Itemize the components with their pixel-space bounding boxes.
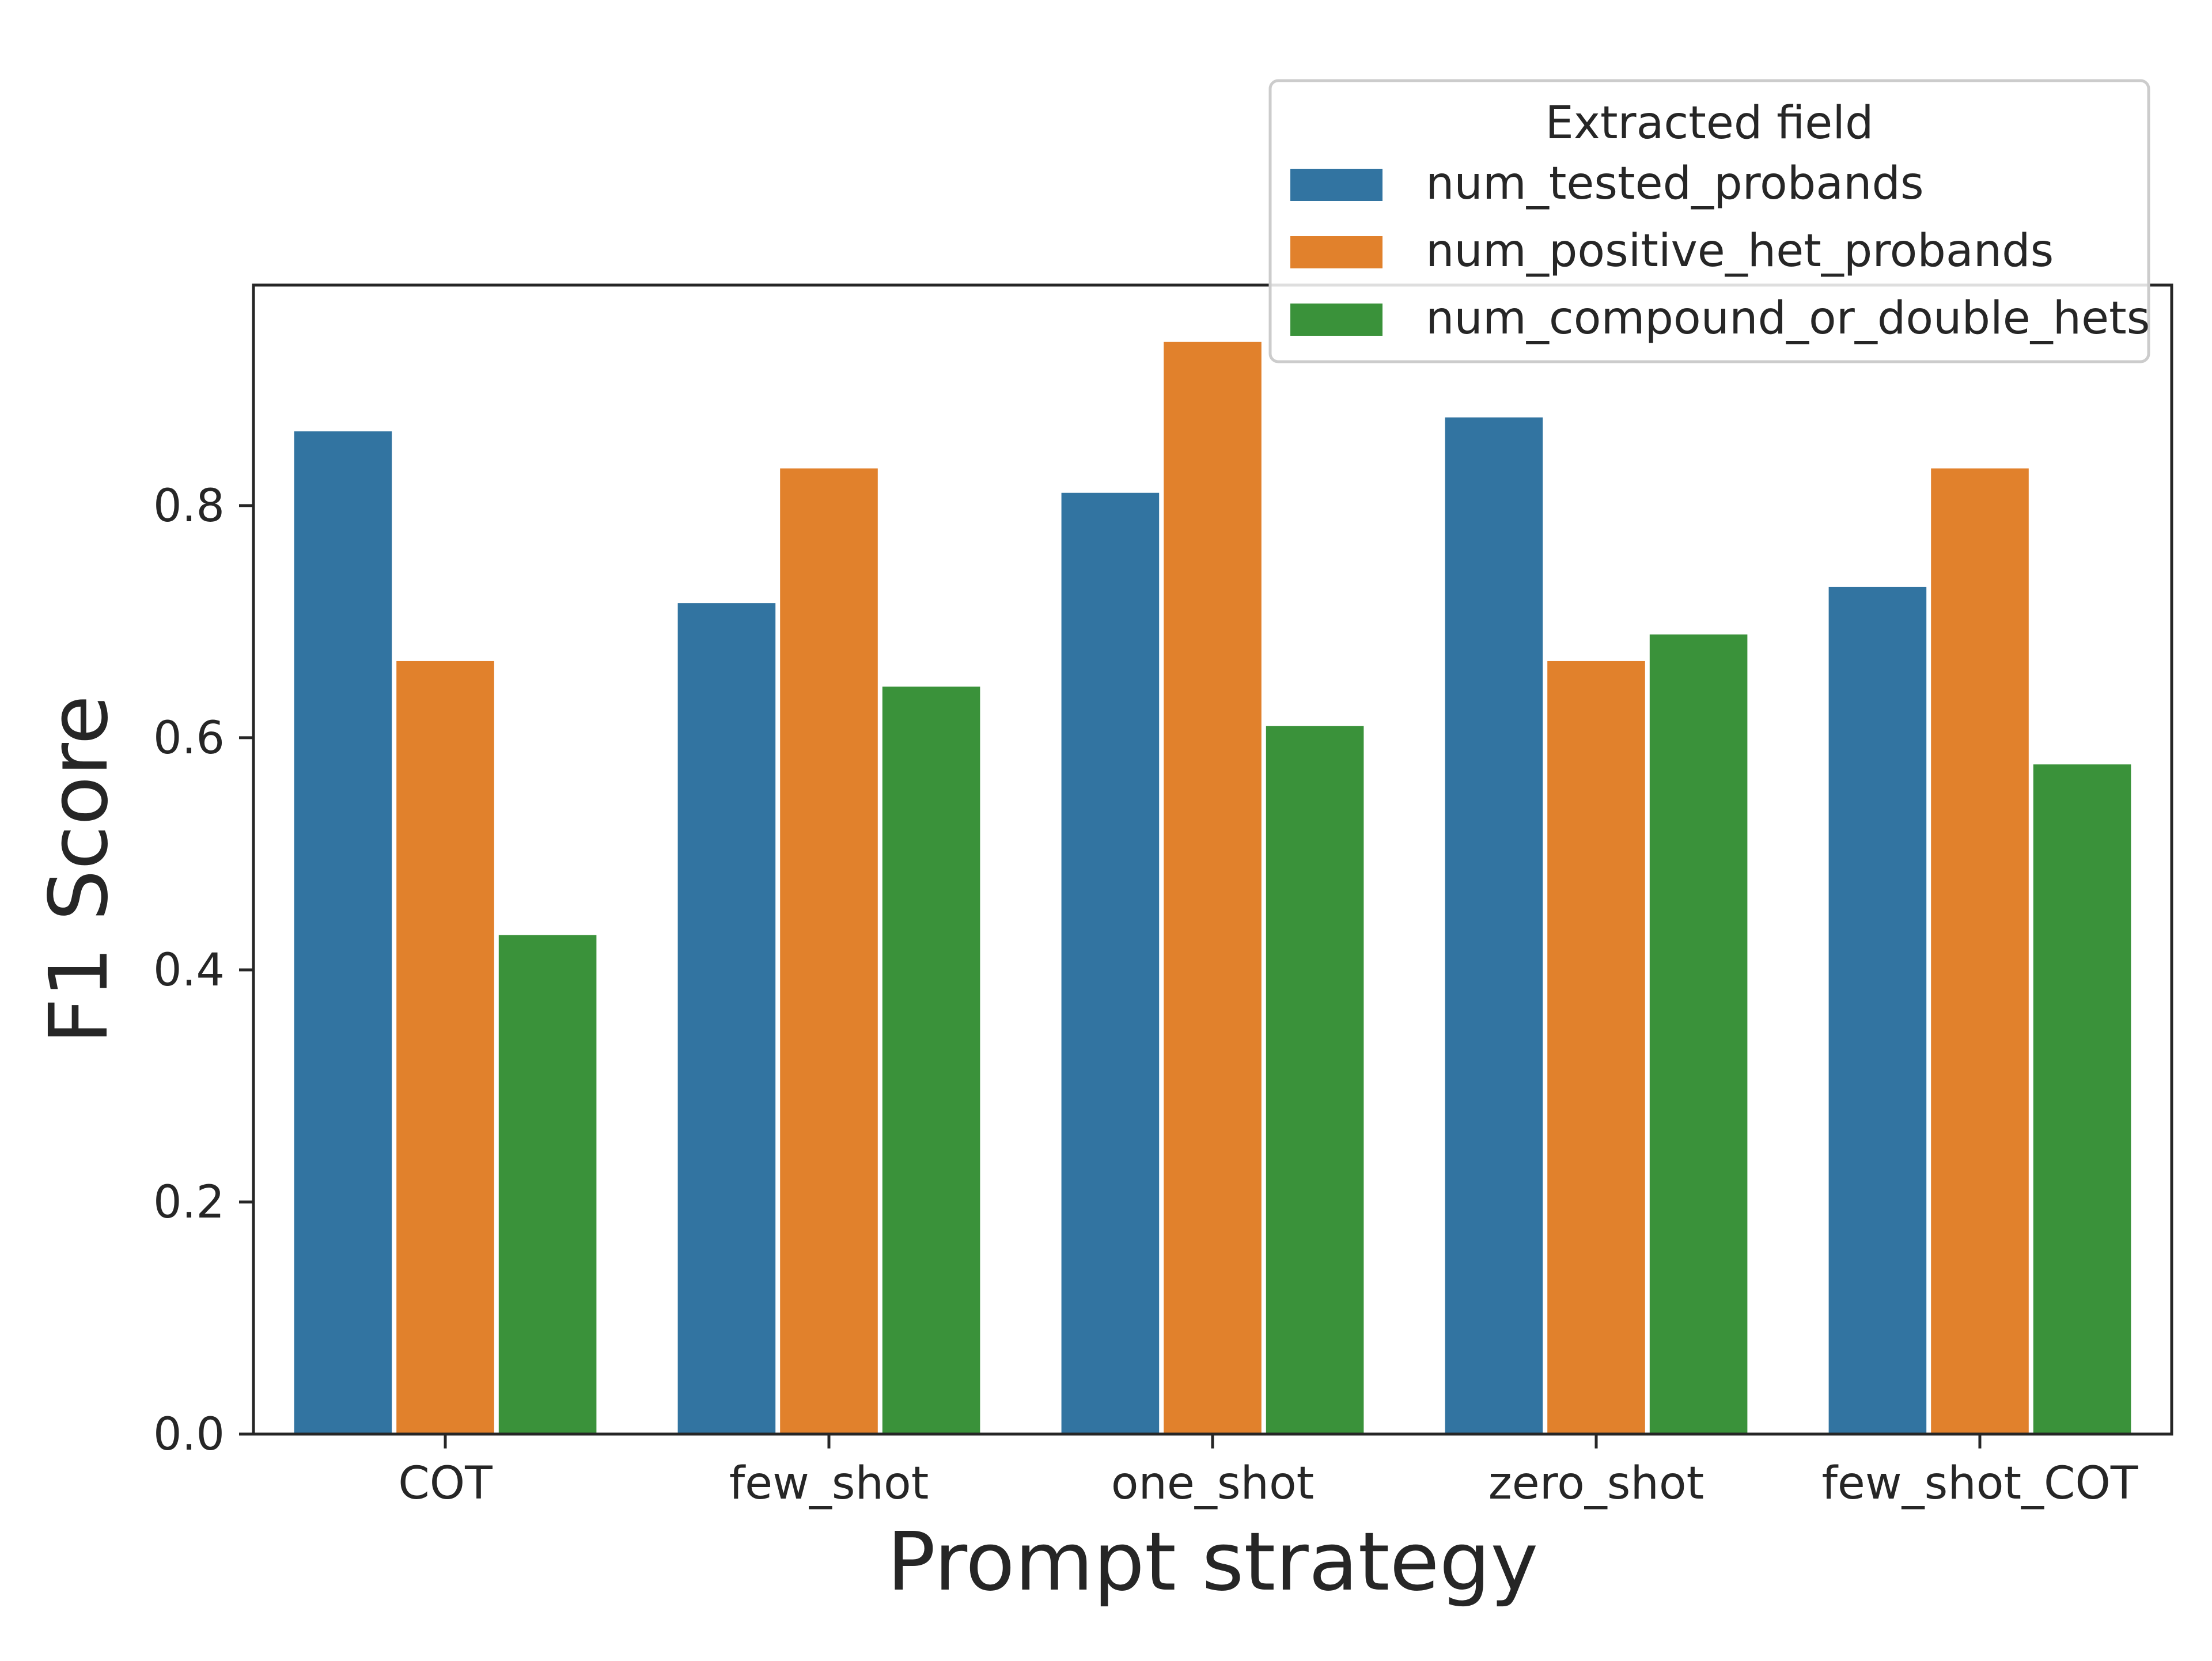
legend-box [1268, 79, 2150, 363]
bar-num_compound_or_double_hets-COT [498, 935, 597, 1434]
bar-num_compound_or_double_hets-few_shot_COT [2033, 764, 2131, 1434]
x-tick-label-COT: COT [398, 1458, 493, 1510]
legend-label-num_positive_het_probands: num_positive_het_probands [1426, 225, 2054, 277]
bar-num_positive_het_probands-few_shot [780, 468, 878, 1434]
bar-num_compound_or_double_hets-few_shot [882, 687, 980, 1434]
bar-num_compound_or_double_hets-zero_shot [1649, 634, 1748, 1434]
y-tick-label-0.6: 0.6 [153, 712, 225, 764]
y-axis-label: F1 Score [32, 695, 126, 1044]
bar-num_positive_het_probands-COT [396, 661, 494, 1434]
bar-num_compound_or_double_hets-one_shot [1266, 726, 1364, 1434]
bar-num_tested_probands-zero_shot [1445, 417, 1543, 1434]
bar-num_tested_probands-COT [294, 431, 392, 1434]
bar-num_positive_het_probands-few_shot_COT [1931, 468, 2029, 1434]
y-tick-label-0.0: 0.0 [153, 1409, 225, 1461]
bar-num_positive_het_probands-one_shot [1164, 342, 1262, 1434]
x-tick-label-zero_shot: zero_shot [1488, 1458, 1704, 1510]
legend-label-num_compound_or_double_hets: num_compound_or_double_hets [1426, 293, 2150, 344]
bar-num_tested_probands-few_shot [677, 603, 776, 1434]
bar-num_tested_probands-few_shot_COT [1828, 586, 1927, 1434]
legend-swatch-num_tested_probands [1290, 169, 1382, 201]
y-tick-label-0.4: 0.4 [153, 945, 225, 996]
legend-swatch-num_compound_or_double_hets [1290, 304, 1382, 336]
y-axis: 0.0 0.2 0.4 0.6 0.8 [153, 480, 253, 1461]
legend-label-num_tested_probands: num_tested_probands [1426, 158, 1924, 210]
bars-layer [294, 342, 2131, 1434]
y-tick-label-0.2: 0.2 [153, 1177, 225, 1228]
x-tick-label-one_shot: one_shot [1111, 1458, 1315, 1510]
x-tick-label-few_shot_COT: few_shot_COT [1821, 1458, 2138, 1510]
legend-swatch-num_positive_het_probands [1290, 236, 1382, 268]
x-axis-label: Prompt strategy [887, 1515, 1539, 1609]
x-axis: COT few_shot one_shot zero_shot few_shot_COT [398, 1434, 2138, 1510]
y-tick-label-0.8: 0.8 [153, 480, 225, 532]
legend: Extracted field num_tested_probands num_po… [1268, 79, 2150, 363]
legend-title: Extracted field [1546, 97, 1874, 149]
x-tick-label-few_shot: few_shot [729, 1458, 929, 1510]
bar-num_positive_het_probands-zero_shot [1547, 661, 1645, 1434]
bar-num_tested_probands-one_shot [1061, 492, 1160, 1434]
